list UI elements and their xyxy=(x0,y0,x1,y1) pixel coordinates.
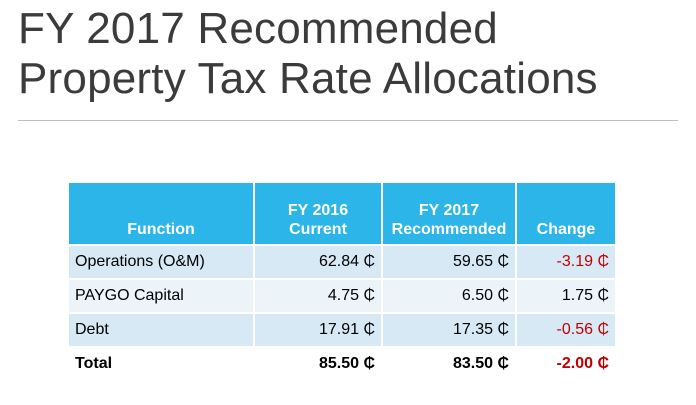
slide-title: FY 2017 Recommended Property Tax Rate Al… xyxy=(18,4,598,104)
table-row-total: Total 85.50 ₵ 83.50 ₵ -2.00 ₵ xyxy=(69,347,615,382)
title-divider xyxy=(18,120,678,121)
cell-function: Total xyxy=(69,347,255,382)
header-fy2016-current: FY 2016 Current xyxy=(254,183,383,246)
cell-fy2016: 17.91 ₵ xyxy=(254,313,383,348)
table-row-debt: Debt 17.91 ₵ 17.35 ₵ -0.56 ₵ xyxy=(69,313,615,348)
table-body: Operations (O&M) 62.84 ₵ 59.65 ₵ -3.19 ₵… xyxy=(69,245,615,382)
cell-function: PAYGO Capital xyxy=(69,279,255,314)
header-change-line-1: Change xyxy=(536,221,596,238)
cell-function: Debt xyxy=(69,313,255,348)
header-fy2016-line-2: Current xyxy=(289,221,347,238)
cell-change: -0.56 ₵ xyxy=(516,313,615,348)
cell-change: -2.00 ₵ xyxy=(516,347,615,382)
cell-fy2017: 59.65 ₵ xyxy=(382,245,517,280)
cell-fy2017: 6.50 ₵ xyxy=(382,279,517,314)
cell-fy2016: 4.75 ₵ xyxy=(254,279,383,314)
header-function: Function xyxy=(69,183,255,246)
header-fy2017-line-2: Recommended xyxy=(391,221,507,238)
header-fy2017-line-1: FY 2017 xyxy=(418,202,480,219)
header-function-line-1: Function xyxy=(127,221,195,238)
table-header-row: Function FY 2016 Current FY 2017 Recomme… xyxy=(69,183,615,246)
table-row-operations: Operations (O&M) 62.84 ₵ 59.65 ₵ -3.19 ₵ xyxy=(69,245,615,280)
header-fy2017-recommended: FY 2017 Recommended xyxy=(382,183,517,246)
header-fy2016-line-1: FY 2016 xyxy=(287,202,349,219)
cell-fy2017: 17.35 ₵ xyxy=(382,313,517,348)
slide-title-line-2: Property Tax Rate Allocations xyxy=(18,54,598,103)
cell-fy2017: 83.50 ₵ xyxy=(382,347,517,382)
cell-fy2016: 62.84 ₵ xyxy=(254,245,383,280)
table-header: Function FY 2016 Current FY 2017 Recomme… xyxy=(69,183,615,246)
header-change: Change xyxy=(516,183,615,246)
cell-change: -3.19 ₵ xyxy=(516,245,615,280)
cell-fy2016: 85.50 ₵ xyxy=(254,347,383,382)
cell-change: 1.75 ₵ xyxy=(516,279,615,314)
cell-function: Operations (O&M) xyxy=(69,245,255,280)
slide-title-line-1: FY 2017 Recommended xyxy=(18,4,498,53)
table-row-paygo-capital: PAYGO Capital 4.75 ₵ 6.50 ₵ 1.75 ₵ xyxy=(69,279,615,314)
tax-rate-allocation-table: Function FY 2016 Current FY 2017 Recomme… xyxy=(69,183,615,382)
